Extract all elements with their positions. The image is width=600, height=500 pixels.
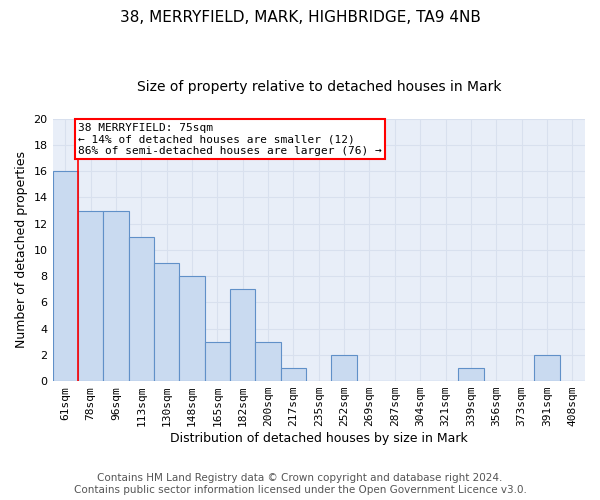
Bar	[179, 276, 205, 381]
Bar	[281, 368, 306, 381]
Bar	[205, 342, 230, 381]
Bar	[128, 237, 154, 381]
Bar	[458, 368, 484, 381]
Bar	[78, 210, 103, 381]
Text: Contains HM Land Registry data © Crown copyright and database right 2024.
Contai: Contains HM Land Registry data © Crown c…	[74, 474, 526, 495]
Bar	[154, 263, 179, 381]
Bar	[256, 342, 281, 381]
Bar	[103, 210, 128, 381]
Bar	[534, 355, 560, 381]
X-axis label: Distribution of detached houses by size in Mark: Distribution of detached houses by size …	[170, 432, 467, 445]
Text: 38 MERRYFIELD: 75sqm
← 14% of detached houses are smaller (12)
86% of semi-detac: 38 MERRYFIELD: 75sqm ← 14% of detached h…	[79, 122, 382, 156]
Bar	[331, 355, 357, 381]
Title: Size of property relative to detached houses in Mark: Size of property relative to detached ho…	[137, 80, 501, 94]
Y-axis label: Number of detached properties: Number of detached properties	[15, 152, 28, 348]
Text: 38, MERRYFIELD, MARK, HIGHBRIDGE, TA9 4NB: 38, MERRYFIELD, MARK, HIGHBRIDGE, TA9 4N…	[119, 10, 481, 25]
Bar	[53, 171, 78, 381]
Bar	[230, 290, 256, 381]
